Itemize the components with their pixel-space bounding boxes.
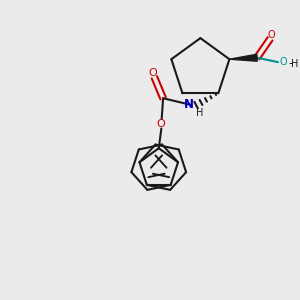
Text: O: O [157, 119, 166, 129]
Text: N: N [184, 98, 194, 111]
Text: O: O [268, 30, 275, 40]
Text: H: H [291, 58, 298, 69]
Text: O: O [148, 68, 157, 78]
Text: -: - [288, 57, 293, 70]
Polygon shape [230, 54, 257, 61]
Text: H: H [196, 108, 204, 118]
Text: O: O [280, 56, 288, 67]
